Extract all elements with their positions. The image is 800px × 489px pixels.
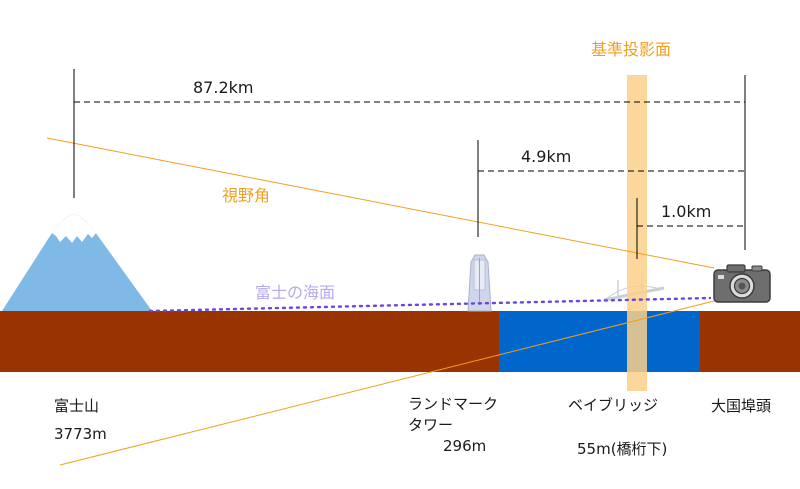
distance-label-bridge: 1.0km [661,202,712,221]
tokyo-bay-water [499,311,700,372]
fuji-sea-level-label: 富士の海面 [255,283,336,302]
bridge-height-label: 55m(橋桁下) [577,440,668,458]
pier-name-label: 大国埠頭 [711,397,772,415]
distance-label-fuji: 87.2km [193,78,254,97]
landmark-tower-shape [467,254,492,312]
landmark-name-line2: タワー [408,416,454,434]
camera-icon [713,264,771,303]
fov-lower-line [59,300,715,466]
field-of-view-label: 視野角 [222,186,271,205]
landmark-name-line1: ランドマーク [408,395,499,413]
distance-label-landmark: 4.9km [521,147,572,166]
bridge-name-label: ベイブリッジ [568,396,659,414]
fuji-sea-level-line [148,296,712,313]
fuji-height-label: 3773m [54,425,107,443]
fov-upper-line [46,137,715,269]
landmark-height-label: 296m [443,437,487,455]
projection-plane-label: 基準投影面 [591,40,672,59]
mount-fuji-shape [2,214,152,311]
fuji-name-label: 富士山 [54,397,100,415]
